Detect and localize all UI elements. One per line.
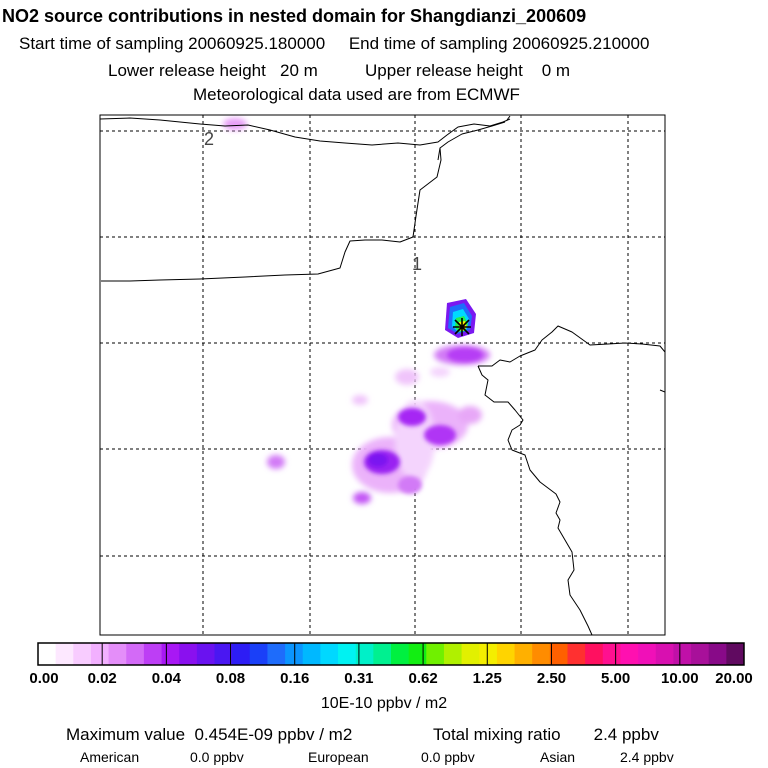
colorbar-cell	[73, 643, 92, 665]
colorbar-cell	[267, 643, 286, 665]
colorbar-tick-label: 0.08	[215, 670, 246, 687]
region-asian-value: 2.4 ppbv	[620, 749, 674, 765]
colorbar-cell	[196, 643, 215, 665]
colorbar-tick-label: 0.62	[408, 670, 438, 687]
colorbar-cell	[726, 643, 745, 665]
colorbar-tick-label: 20.00	[715, 670, 753, 687]
colorbar-cell	[302, 643, 321, 665]
colorbar-cell	[673, 643, 692, 665]
grid-label-2: 2	[204, 129, 214, 149]
colorbar-cell	[567, 643, 586, 665]
colorbar-cell	[285, 643, 304, 665]
colorbar-cell	[108, 643, 127, 665]
colorbar-cell	[38, 643, 57, 665]
colorbar-tick-label: 0.16	[280, 670, 310, 687]
maximum-value: Maximum value 0.454E-09 ppbv / m2	[66, 725, 353, 744]
region-american: American	[80, 749, 139, 765]
colorbar-tick-label: 0.00	[29, 670, 59, 687]
map-frame	[99, 114, 666, 636]
colorbar-cell	[585, 643, 604, 665]
met-data-label: Meteorological data used are from ECMWF	[193, 85, 520, 104]
colorbar-tick-label: 2.50	[536, 670, 567, 687]
sampling-times: Start time of sampling 20060925.180000 E…	[19, 34, 768, 54]
lower-release-label: Lower release height 20 m	[108, 61, 318, 80]
colorbar-cell	[708, 643, 727, 665]
colorbar-cell	[426, 643, 445, 665]
colorbar-tick-label: 1.25	[472, 670, 502, 687]
grid-label-1: 1	[412, 254, 422, 274]
region-value: 0.0 ppbv	[190, 749, 244, 765]
colorbar-cell	[549, 643, 568, 665]
colorbar-cell	[691, 643, 710, 665]
region-name: Asian	[540, 749, 576, 765]
colorbar-cell	[126, 643, 145, 665]
colorbar-cell	[90, 643, 109, 665]
colorbar-cell	[143, 643, 162, 665]
end-time-label: End time of sampling 20060925.210000	[348, 34, 650, 53]
colorbar-cell	[373, 643, 392, 665]
colorbar-cell	[638, 643, 657, 665]
colorbar-cell	[391, 643, 410, 665]
region-value: 2.4 ppbv	[620, 749, 674, 765]
colorbar-cell	[55, 643, 74, 665]
region-european: European	[308, 749, 369, 765]
region-value: 0.0 ppbv	[421, 749, 475, 765]
colorbar-cell	[532, 643, 551, 665]
colorbar-cell	[232, 643, 251, 665]
colorbar-cell	[514, 643, 533, 665]
colorbar-cell	[655, 643, 674, 665]
start-time-label: Start time of sampling 20060925.180000	[19, 34, 326, 53]
colorbar-cell	[320, 643, 339, 665]
upper-release-label: Upper release height 0 m	[365, 61, 571, 80]
coastlines	[100, 115, 665, 635]
map-title: NO2 source contributions in nested domai…	[2, 6, 587, 26]
region-name: European	[308, 749, 369, 765]
colorbar-cell	[496, 643, 515, 665]
colorbar-tick-label: 0.31	[344, 670, 374, 687]
colorbar-cell	[338, 643, 357, 665]
total-mixing-ratio: Total mixing ratio 2.4 ppbv	[433, 725, 659, 744]
station-star-icon	[453, 318, 471, 336]
colorbar-cell	[214, 643, 233, 665]
region-name: American	[80, 749, 140, 765]
region-american-value: 0.0 ppbv	[190, 749, 244, 765]
colorbar-tick-label: 0.02	[87, 670, 117, 687]
colorbar-cell	[249, 643, 268, 665]
lat-lon-grid	[100, 115, 665, 635]
colorbar-units: 10E-10 ppbv / m2	[320, 695, 448, 712]
region-asian: Asian	[540, 749, 575, 765]
colorbar-cell	[620, 643, 639, 665]
colorbar-cell	[602, 643, 621, 665]
colorbar-cell	[479, 643, 498, 665]
region-european-value: 0.0 ppbv	[421, 749, 475, 765]
colorbar-cell	[179, 643, 198, 665]
colorbar-cell	[408, 643, 427, 665]
colorbar-tick-label: 10.00	[661, 670, 699, 687]
colorbar-cells	[37, 643, 745, 665]
colorbar-cell	[161, 643, 180, 665]
colorbar-cell	[461, 643, 480, 665]
colorbar-tick-label: 5.00	[601, 670, 631, 687]
colorbar-cell	[355, 643, 374, 665]
colorbar-tick-label: 0.04	[151, 670, 181, 687]
release-heights: Lower release height 20 m Upper release …	[108, 61, 768, 81]
colorbar-cell	[443, 643, 462, 665]
colorbar-frame	[37, 642, 745, 666]
